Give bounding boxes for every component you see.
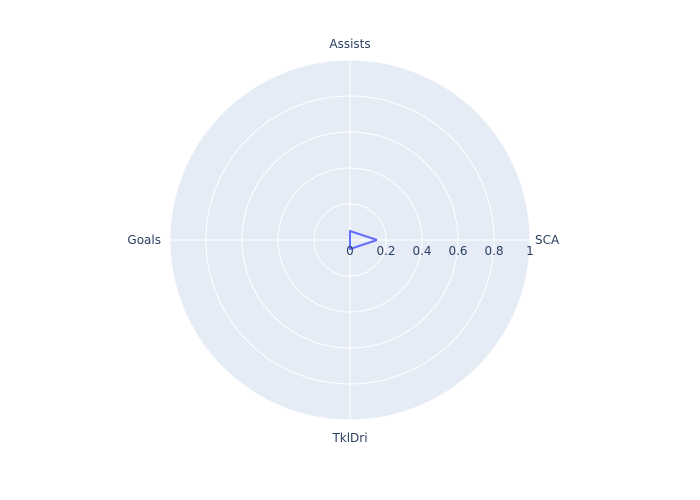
radial-tick-label: 1 xyxy=(526,244,534,258)
category-label: TklDri xyxy=(331,431,367,445)
radial-tick-label: 0.6 xyxy=(448,244,467,258)
radial-tick-label: 0.8 xyxy=(484,244,503,258)
radial-tick-label: 0.2 xyxy=(376,244,395,258)
radial-tick-label: 0 xyxy=(346,244,354,258)
category-label: SCA xyxy=(535,233,560,247)
category-label: Assists xyxy=(329,37,370,51)
category-label: Goals xyxy=(127,233,161,247)
series-line xyxy=(349,230,378,250)
radial-tick-label: 0.4 xyxy=(412,244,431,258)
